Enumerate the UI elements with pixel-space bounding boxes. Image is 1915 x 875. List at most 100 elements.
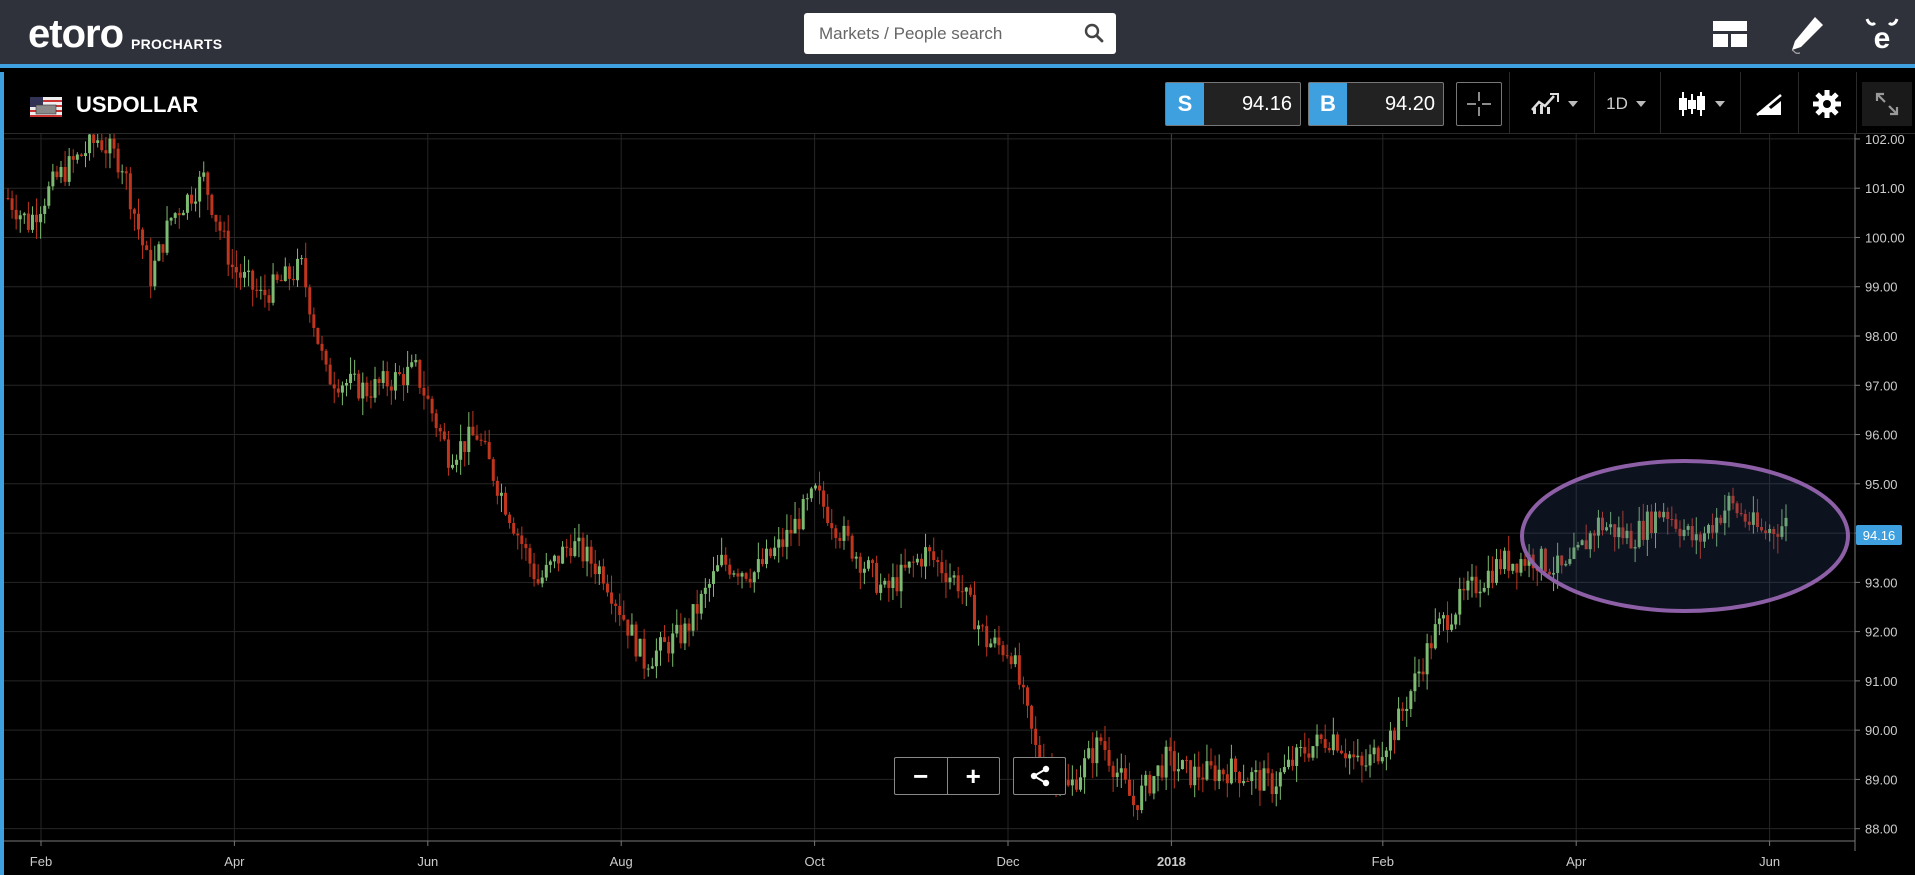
y-tick-label: 96.00 [1865, 428, 1898, 443]
candle-body [1670, 518, 1674, 520]
zoom-out-button[interactable]: − [913, 760, 929, 791]
candle-body [124, 171, 128, 174]
candle-body [557, 555, 561, 564]
price-chart[interactable]: 102.00 101.00 100.00 99.00 98.00 97.00 96.00 95… [4, 134, 1915, 875]
candle-body [1099, 737, 1103, 742]
candle-body [875, 562, 879, 593]
candle-body [1258, 770, 1262, 791]
candle-body [1633, 547, 1637, 549]
candle-body [977, 625, 981, 630]
candle-body [610, 592, 614, 604]
candle-body [1217, 769, 1221, 782]
settings-button[interactable] [1802, 82, 1852, 126]
candle-body [716, 565, 720, 572]
current-price-label: 94.16 [1863, 528, 1896, 543]
crosshair-icon [1467, 92, 1491, 116]
candle-body [1454, 614, 1458, 625]
candle-body [618, 605, 622, 616]
candle-body [1270, 773, 1274, 795]
candle-body [756, 559, 760, 573]
y-tick-label: 95.00 [1865, 477, 1898, 492]
chart-type-button[interactable] [1666, 82, 1736, 126]
chart-header: USDOLLAR S 94.16 B 94.20 1D [4, 72, 1915, 134]
candle-body [1625, 530, 1629, 539]
candle-body [14, 209, 18, 220]
candle-body [838, 537, 842, 541]
candle-body [259, 289, 263, 291]
candle-body [361, 382, 365, 399]
layout-icon[interactable] [1710, 14, 1750, 54]
candle-body [397, 372, 401, 375]
candle-body [1678, 528, 1682, 537]
pencil-icon[interactable] [1787, 14, 1827, 54]
candle-body [691, 604, 695, 631]
candle-body [1103, 741, 1107, 751]
us-flag-icon [30, 97, 62, 117]
candle-body [1340, 750, 1343, 754]
zoom-in-button[interactable]: + [946, 758, 1000, 794]
timeframe-dropdown[interactable]: 1D [1596, 82, 1656, 126]
drawing-tools-button[interactable] [1744, 82, 1794, 126]
candle-body [1654, 511, 1658, 534]
fullscreen-button[interactable] [1862, 82, 1912, 126]
candle-body [1229, 758, 1233, 784]
candle-body [732, 573, 736, 575]
candle-body [777, 539, 781, 548]
candle-body [1225, 774, 1229, 784]
candle-body [206, 172, 210, 195]
candle-body [997, 637, 1001, 646]
candle-body [455, 459, 459, 465]
candle-body [532, 563, 536, 580]
candle-body [703, 587, 707, 594]
share-button[interactable] [1013, 757, 1066, 795]
candle-body [1164, 746, 1168, 778]
candle-body [39, 213, 43, 223]
candle-body [1462, 588, 1466, 591]
candle-body [658, 637, 662, 651]
candle-body [304, 258, 308, 288]
candle-body [667, 641, 671, 654]
candle-body [573, 541, 577, 557]
search-icon[interactable] [1084, 23, 1104, 48]
candle-body [1372, 747, 1376, 755]
sell-button[interactable]: S 94.16 [1165, 82, 1301, 126]
candle-body [1368, 754, 1372, 766]
candle-body [504, 492, 508, 515]
candle-body [524, 544, 528, 549]
candle-body [1629, 530, 1633, 549]
search-input[interactable] [819, 23, 1069, 44]
current-price-marker: 94.16 [1856, 525, 1902, 545]
candle-body [1307, 753, 1311, 758]
candle-body [871, 560, 875, 563]
candle-body [601, 566, 605, 584]
candle-body [320, 343, 324, 351]
candle-body [1519, 559, 1523, 573]
etoro-logo[interactable]: etoro PROCHARTS [28, 12, 222, 54]
indicators-button[interactable] [1519, 82, 1589, 126]
candle-body [1588, 533, 1592, 550]
y-tick-label: 92.00 [1865, 625, 1898, 640]
candle-body [1596, 517, 1600, 536]
candle-body [169, 217, 173, 221]
candle-body [145, 245, 149, 250]
candle-body [744, 573, 748, 579]
candle-body [830, 523, 834, 529]
candle-body [793, 518, 797, 534]
candle-body [406, 366, 410, 386]
candle-body [389, 386, 393, 391]
candle-body [1446, 615, 1450, 630]
candle-body [26, 213, 30, 230]
crosshair-button[interactable] [1456, 82, 1502, 126]
candle-body [862, 568, 866, 573]
candle-body [1352, 754, 1356, 758]
search-box[interactable] [804, 13, 1116, 54]
candle-body [238, 272, 242, 278]
candle-body [185, 194, 189, 213]
etoro-icon[interactable]: e [1862, 14, 1902, 54]
candle-body [1515, 563, 1519, 573]
buy-button[interactable]: B 94.20 [1308, 82, 1444, 126]
candle-body [1694, 534, 1698, 541]
candle-body [728, 564, 732, 575]
candle-body [671, 633, 675, 654]
candle-body [822, 490, 826, 507]
